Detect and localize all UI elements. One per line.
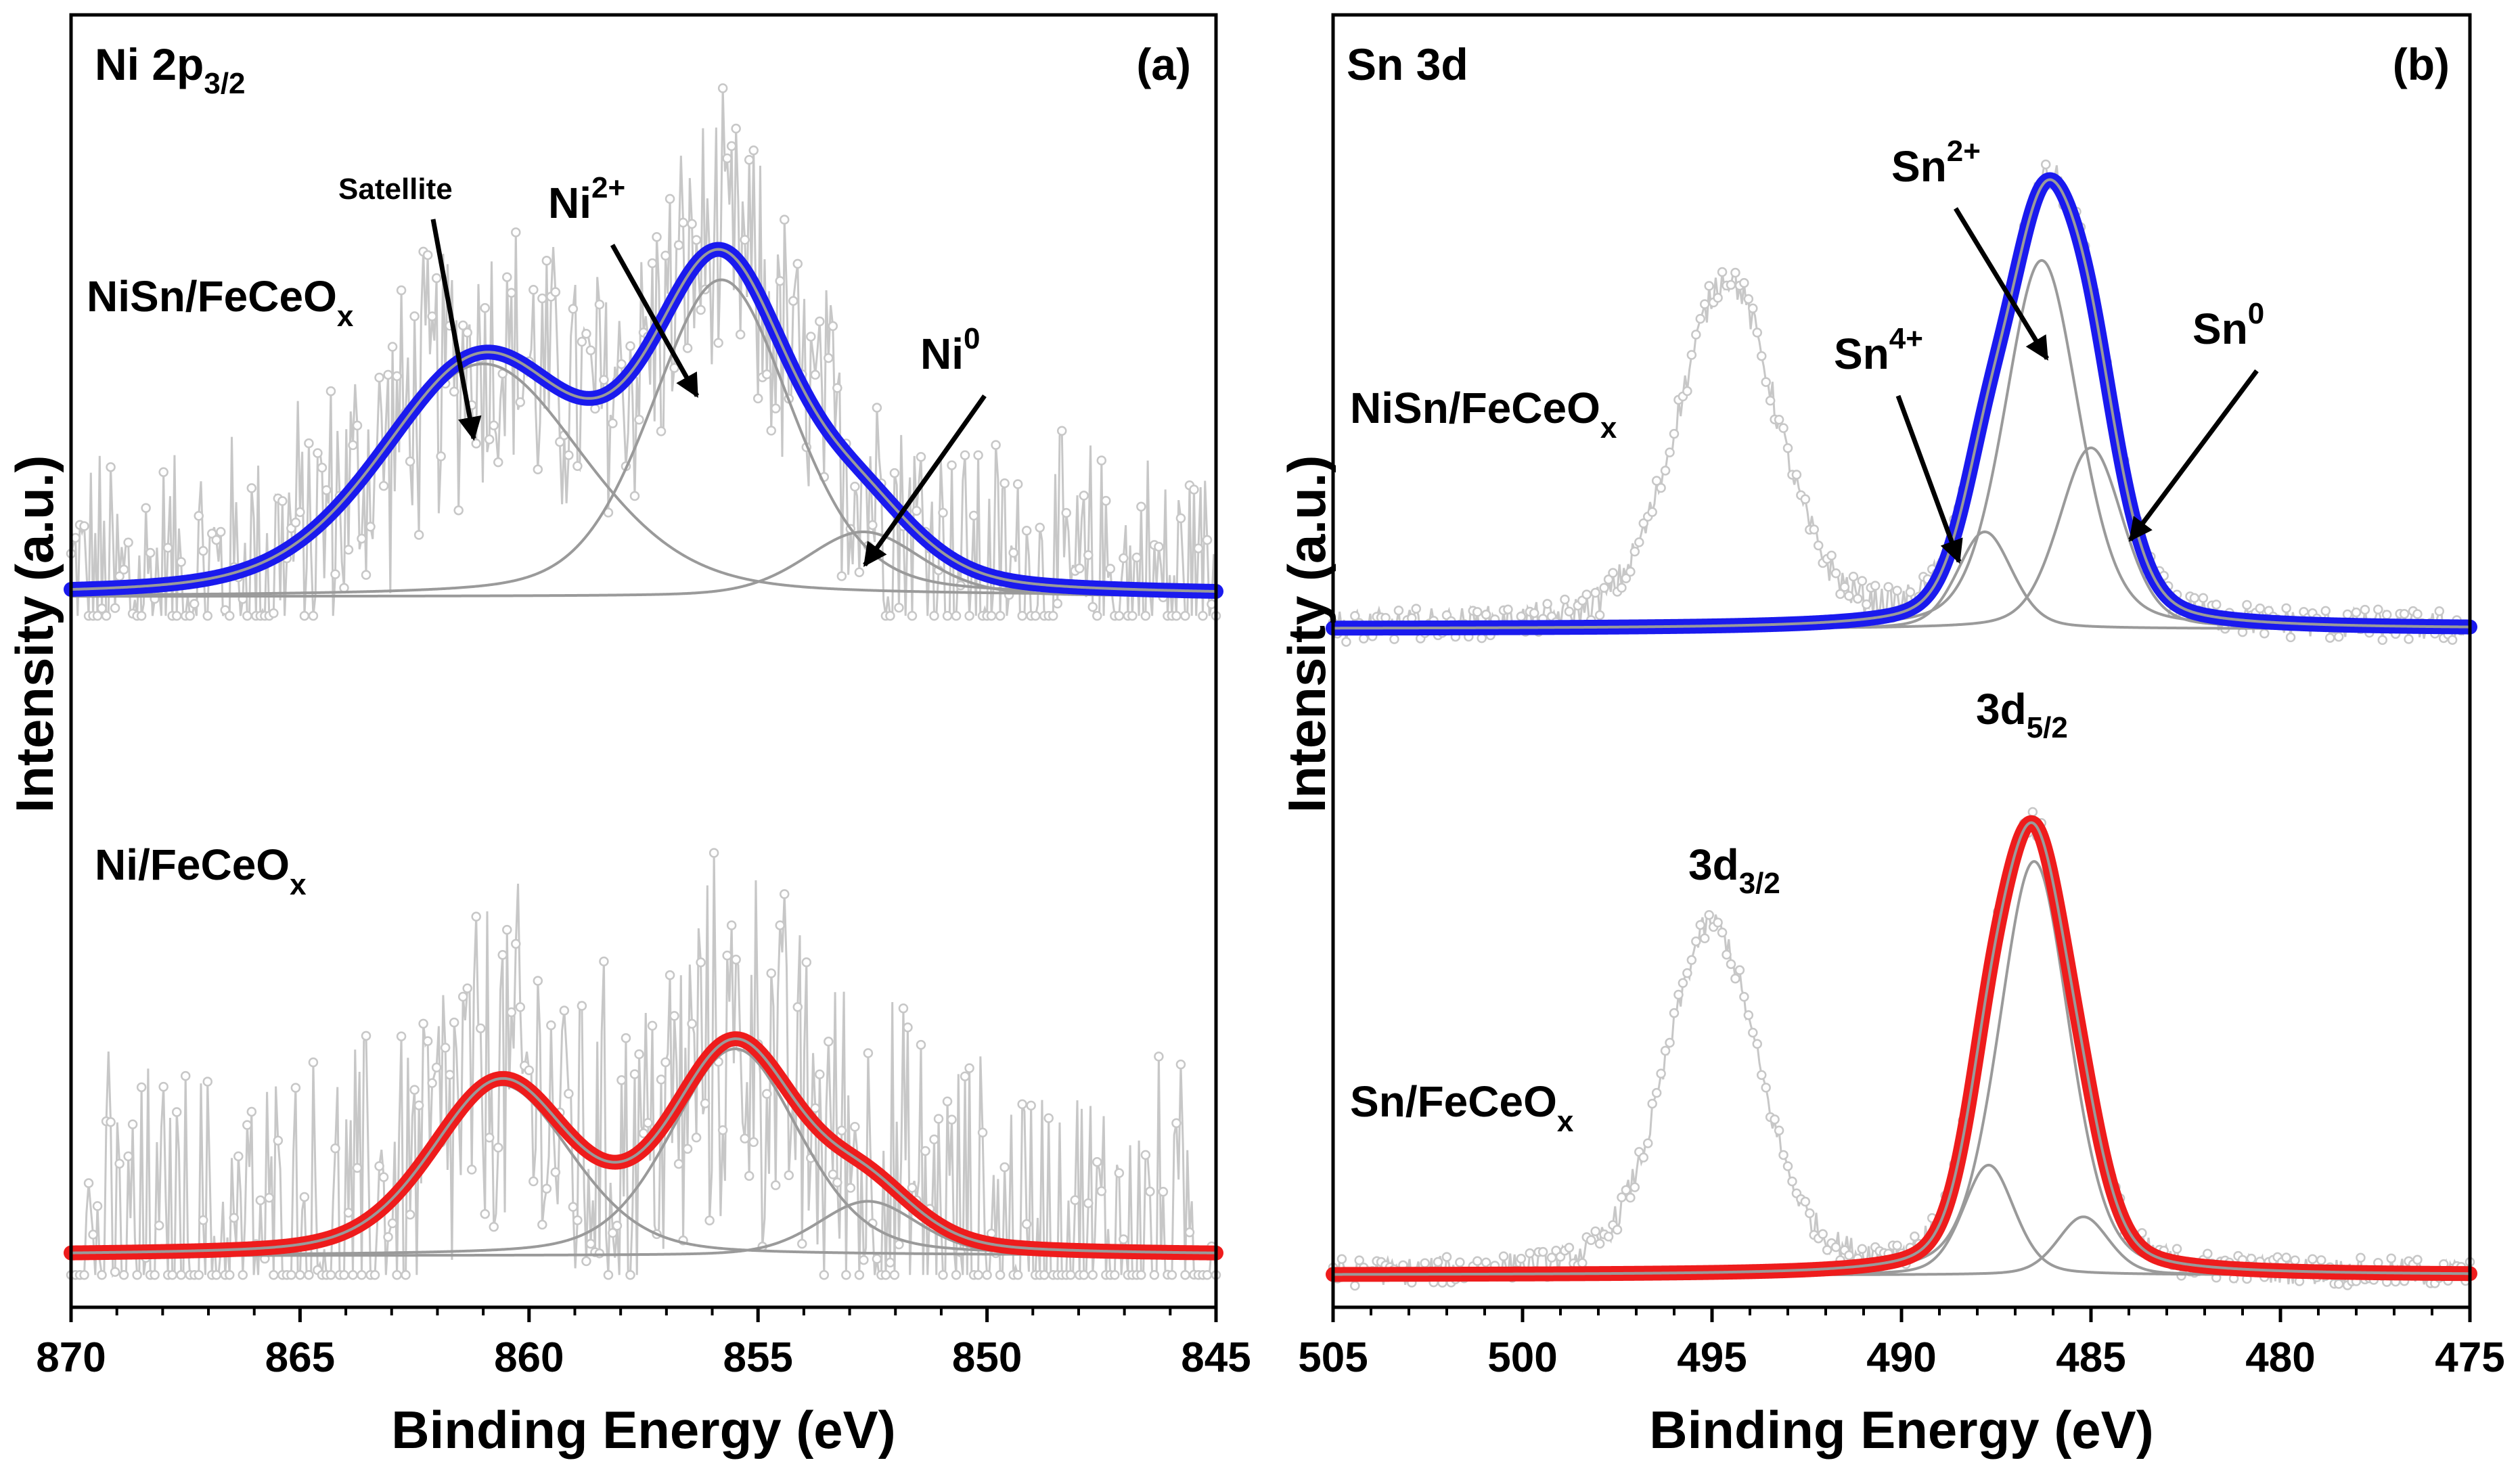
peak-annotation: Ni2+ — [548, 171, 700, 399]
x-tick-label: 475 — [2435, 1334, 2504, 1381]
panel-label: (b) — [2393, 39, 2450, 89]
x-tick-label: 495 — [1677, 1334, 1747, 1381]
annotation-arrow — [430, 219, 482, 441]
panel-label: (a) — [1136, 39, 1191, 89]
raw-data-line — [71, 853, 1217, 1278]
sample-label: NiSn/FeCeOx — [1350, 384, 1617, 445]
x-tick-label: 850 — [952, 1334, 1022, 1381]
chart-panel-b: NiSn/FeCeOx Sn/FeCeOx 505 500 495 490 485 480 47… — [1277, 13, 2505, 1460]
peak-annotation: Sn4+ — [1834, 322, 1963, 564]
fit-envelope-core — [1332, 821, 2471, 1276]
chart-panel-a: NiSn/FeCeOx Ni/FeCeOx 870 865 860 855 850 845 Bi… — [5, 13, 1251, 1460]
series-b-0 — [1326, 159, 2477, 647]
peak-annotation-label: Sn4+ — [1834, 322, 1923, 378]
series-b-1 — [1326, 807, 2477, 1291]
x-tick-label: 505 — [1298, 1334, 1368, 1381]
x-tick-label: 870 — [36, 1334, 106, 1381]
x-tick-label: 845 — [1181, 1334, 1251, 1381]
component-peak-1 — [1332, 258, 2471, 630]
peak-annotation-label: Sn0 — [2192, 297, 2264, 353]
annotation-arrow — [1895, 394, 1963, 564]
raw-data-markers — [66, 848, 1221, 1280]
annotation-arrow — [2128, 369, 2259, 542]
peak-annotation-label: Ni2+ — [548, 171, 625, 227]
peak-annotation: Ni0 — [863, 322, 987, 567]
x-tick-label: 485 — [2056, 1334, 2125, 1381]
annotation-arrow — [1954, 207, 2049, 361]
component-peak-2 — [70, 530, 1217, 598]
peak-annotation: 3d3/2 — [1688, 840, 1780, 900]
annotation-arrow — [863, 394, 987, 567]
peak-annotation-label: Ni0 — [920, 322, 980, 378]
peak-annotation: Satellite — [338, 173, 482, 441]
x-axis: 505 500 495 490 485 480 475 — [1298, 1307, 2505, 1381]
raw-data-markers — [1328, 807, 2475, 1291]
x-axis-label: Binding Energy (eV) — [391, 1400, 895, 1460]
panel-title: Ni 2p3/2 — [95, 39, 246, 100]
sample-label: Ni/FeCeOx — [95, 840, 307, 901]
peak-annotation-label: 3d5/2 — [1976, 685, 2068, 744]
peak-annotation-label: 3d3/2 — [1688, 840, 1780, 900]
sample-label: Sn/FeCeOx — [1350, 1077, 1574, 1138]
panel-title: Sn 3d — [1347, 39, 1468, 89]
fit-envelope-core — [70, 248, 1217, 593]
annotation-arrow — [610, 244, 700, 399]
series-a-0 — [64, 83, 1223, 621]
component-peak-1 — [1332, 860, 2471, 1276]
y-axis-label: Intensity (a.u.) — [1277, 455, 1336, 813]
x-tick-label: 860 — [494, 1334, 564, 1381]
x-tick-label: 500 — [1487, 1334, 1557, 1381]
x-tick-label: 480 — [2245, 1334, 2315, 1381]
x-tick-label: 855 — [723, 1334, 792, 1381]
peak-annotation: Sn0 — [2128, 297, 2264, 542]
component-peak-0 — [70, 362, 1217, 596]
peak-annotation-label: Sn2+ — [1891, 135, 1981, 191]
sample-label: NiSn/FeCeOx — [87, 272, 354, 333]
series-a-1 — [64, 848, 1223, 1280]
peak-annotation-label: Satellite — [338, 173, 453, 206]
y-axis-label: Intensity (a.u.) — [5, 455, 64, 813]
x-tick-label: 865 — [265, 1334, 335, 1381]
axes-frame — [69, 13, 1218, 1309]
x-axis: 870 865 860 855 850 845 — [36, 1307, 1251, 1381]
fit-envelope — [1326, 815, 2477, 1282]
fit-envelope-core — [70, 1037, 1217, 1255]
peak-annotation: 3d5/2 — [1976, 685, 2068, 744]
x-tick-label: 490 — [1866, 1334, 1936, 1381]
raw-data-line — [1332, 811, 2471, 1288]
x-axis-label: Binding Energy (eV) — [1649, 1400, 2153, 1460]
fit-envelope-core — [1332, 178, 2471, 630]
peak-annotation: Sn2+ — [1891, 135, 2049, 361]
